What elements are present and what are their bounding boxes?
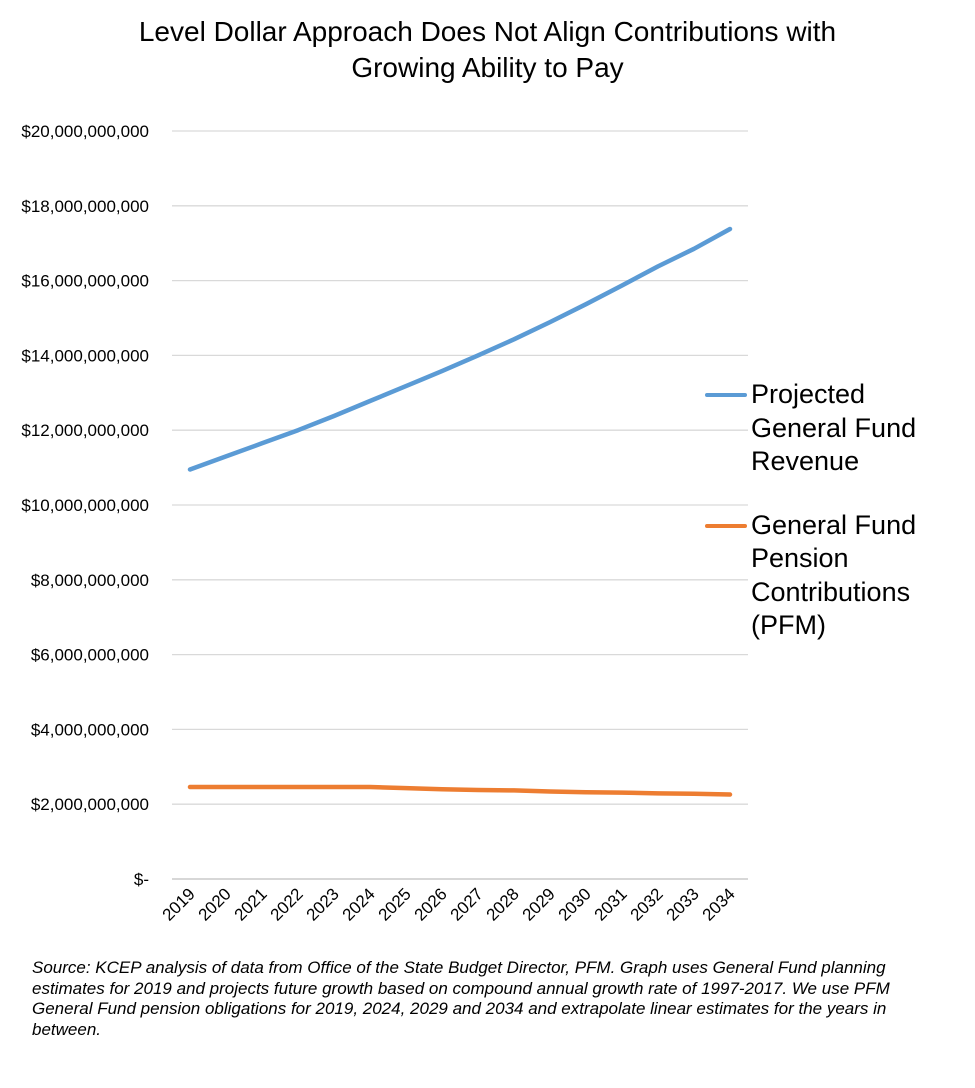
x-tick-label: 2033 [663, 884, 703, 924]
x-tick-label: 2032 [627, 884, 667, 924]
x-tick-label: 2026 [411, 884, 451, 924]
gridlines [172, 130, 748, 880]
legend: Projected General Fund Revenue General F… [705, 378, 970, 673]
x-axis: 2019202020212022202320242025202620272028… [159, 884, 739, 924]
x-tick-label: 2030 [555, 884, 595, 924]
y-tick-label: $2,000,000,000 [31, 795, 149, 814]
x-tick-label: 2029 [519, 884, 559, 924]
series-lines [187, 226, 733, 797]
chart-title-line-1: Level Dollar Approach Does Not Align Con… [138, 16, 837, 47]
y-tick-label: $4,000,000,000 [31, 720, 149, 739]
y-tick-label: $12,000,000,000 [21, 421, 149, 440]
y-tick-label: $6,000,000,000 [31, 646, 149, 665]
legend-item-pension: General Fund Pension Contributions (PFM) [705, 509, 970, 643]
x-tick-label: 2019 [159, 884, 199, 924]
legend-swatch-revenue [705, 393, 747, 397]
y-tick-label: $14,000,000,000 [21, 346, 149, 365]
x-tick-label: 2028 [483, 884, 523, 924]
source-note: Source: KCEP analysis of data from Offic… [32, 958, 890, 1039]
chart-title: Level Dollar Approach Does Not Align Con… [0, 14, 975, 86]
x-tick-label: 2031 [591, 884, 631, 924]
x-tick-label: 2020 [195, 884, 235, 924]
legend-label-pension: General Fund Pension Contributions (PFM) [751, 509, 917, 641]
pension-series-line [187, 784, 733, 797]
y-tick-label: $8,000,000,000 [31, 571, 149, 590]
legend-swatch-pension [705, 523, 747, 528]
y-tick-label: $- [134, 870, 149, 889]
x-tick-label: 2021 [231, 884, 271, 924]
y-tick-label: $20,000,000,000 [21, 122, 149, 141]
x-tick-label: 2034 [699, 884, 739, 924]
x-tick-label: 2023 [303, 884, 343, 924]
x-tick-label: 2025 [375, 884, 415, 924]
chart-title-line-2: Growing Ability to Pay [351, 52, 624, 83]
y-axis: $- $2,000,000,000 $4,000,000,000 $6,000,000… [21, 122, 149, 889]
x-tick-label: 2022 [267, 884, 307, 924]
y-tick-label: $10,000,000,000 [21, 496, 149, 515]
revenue-series-line [187, 226, 733, 472]
legend-label-revenue: Projected General Fund Revenue [751, 379, 917, 476]
x-tick-label: 2027 [447, 884, 487, 924]
y-tick-label: $18,000,000,000 [21, 197, 149, 216]
x-tick-label: 2024 [339, 884, 379, 924]
legend-item-revenue: Projected General Fund Revenue [705, 378, 970, 479]
y-tick-label: $16,000,000,000 [21, 272, 149, 291]
line-chart: $- $2,000,000,000 $4,000,000,000 $6,000,000… [21, 122, 748, 925]
